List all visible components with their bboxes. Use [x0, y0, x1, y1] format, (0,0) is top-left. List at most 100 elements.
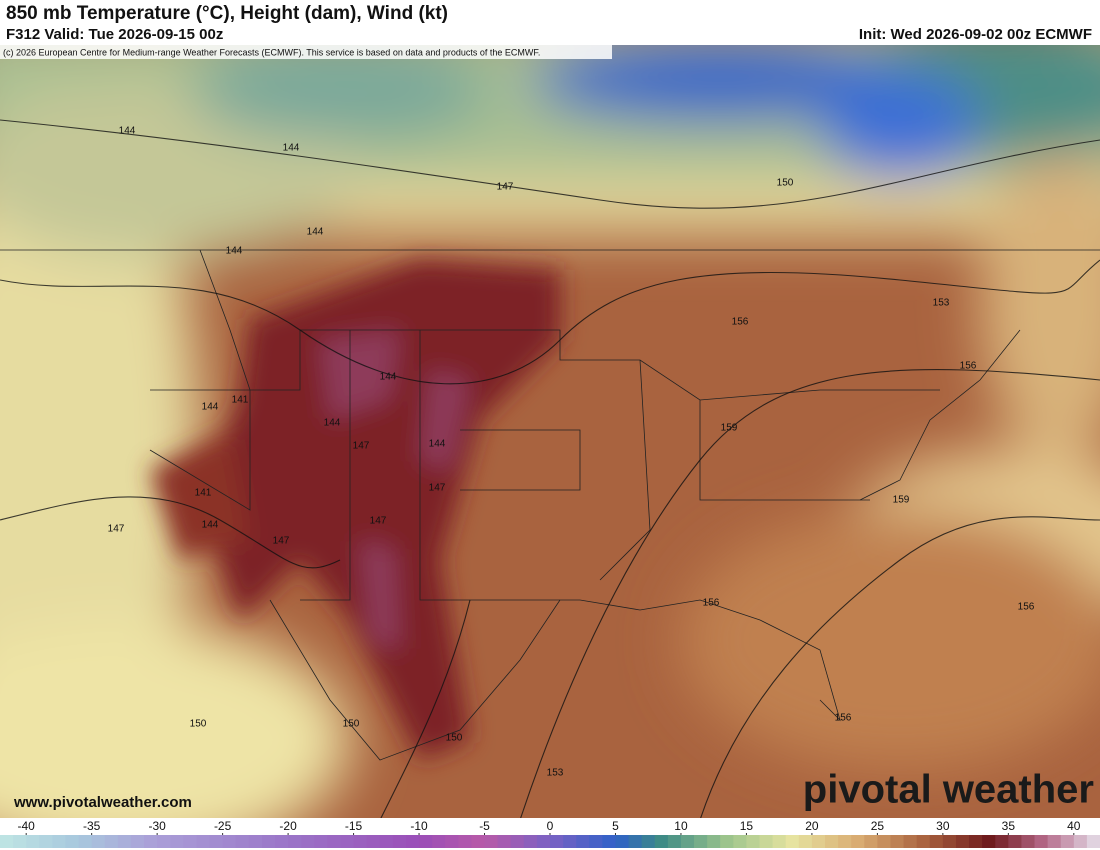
colorbar-cell [458, 835, 472, 848]
colorbar-cell [13, 835, 27, 848]
contour-label: 144 [324, 418, 341, 429]
colorbar-tick-label: -40 [18, 819, 36, 833]
colorbar-cell [838, 835, 852, 848]
colorbar: -40 -35 -30 -25 -20 -15 -10 -5 0 5 10 15 20 25 30 35 40 [0, 819, 1100, 848]
colorbar-cell [903, 835, 918, 848]
contour-label: 144 [429, 439, 446, 450]
contour-label: 147 [429, 483, 446, 494]
colorbar-cell [196, 835, 211, 848]
contour-label: 144 [119, 126, 136, 137]
contour-label: 144 [283, 143, 300, 154]
colorbar-cell [392, 835, 407, 848]
colorbar-cell [1008, 835, 1022, 848]
contour-label: 156 [732, 317, 749, 328]
copyright: (c) 2026 European Centre for Medium-rang… [3, 47, 540, 57]
colorbar-tick-label: -5 [479, 819, 490, 833]
colorbar-tick-label: 15 [740, 819, 754, 833]
colorbar-cell [851, 835, 865, 848]
colorbar-cell [0, 835, 14, 848]
colorbar-cell [65, 835, 80, 848]
contour-label: 159 [721, 423, 738, 434]
contour-label: 144 [202, 520, 219, 531]
website: www.pivotalweather.com [13, 794, 192, 811]
colorbar-cell [733, 835, 747, 848]
colorbar-cell [445, 835, 459, 848]
colorbar-cell [497, 835, 512, 848]
colorbar-cell [916, 835, 931, 848]
borders [0, 249, 1100, 761]
contour-label: 153 [547, 768, 564, 779]
colorbar-cell [602, 835, 616, 848]
colorbar-cell [117, 835, 132, 848]
colorbar-cell [680, 835, 695, 848]
colorbar-cell [955, 835, 970, 848]
colorbar-cell [536, 835, 551, 848]
colorbar-cell [484, 835, 499, 848]
colorbar-cell [785, 835, 800, 848]
height-contours [0, 119, 1100, 818]
colorbar-cell [877, 835, 891, 848]
contour-label: 156 [1018, 602, 1035, 613]
colorbar-tick-label: -25 [214, 819, 232, 833]
colorbar-cell [969, 835, 983, 848]
colorbar-cell [130, 835, 145, 848]
colorbar-cell [929, 835, 944, 848]
colorbar-cell [157, 835, 171, 848]
contour-label: 141 [195, 488, 212, 499]
contour-label: 150 [343, 719, 360, 730]
colorbar-cell [26, 835, 40, 848]
colorbar-tick-label: 10 [674, 819, 688, 833]
colorbar-cell [510, 835, 525, 848]
contour-label: 150 [446, 733, 463, 744]
colorbar-cell [628, 835, 643, 848]
init-time: Init: Wed 2026-09-02 00z ECMWF [858, 26, 1092, 43]
colorbar-cell [654, 835, 669, 848]
colorbar-cell [811, 835, 826, 848]
contour-label: 159 [893, 495, 910, 506]
colorbar-cell [52, 835, 66, 848]
colorbar-tick-label: 25 [871, 819, 885, 833]
map-title: 850 mb Temperature (°C), Height (dam), W… [6, 3, 449, 24]
colorbar-cell [261, 835, 276, 848]
colorbar-cell [825, 835, 839, 848]
colorbar-cell [1073, 835, 1088, 848]
colorbar-cell [314, 835, 328, 848]
colorbar-cell [340, 835, 355, 848]
colorbar-cell [890, 835, 905, 848]
colorbar-tick-label: -10 [410, 819, 428, 833]
contour-label: 144 [307, 227, 324, 238]
colorbar-cell [91, 835, 106, 848]
colorbar-cell [550, 835, 564, 848]
colorbar-cell [366, 835, 381, 848]
colorbar-cell [667, 835, 682, 848]
colorbar-cell [707, 835, 721, 848]
colorbar-cell [576, 835, 590, 848]
colorbar-cell [183, 835, 197, 848]
colorbar-cell [104, 835, 119, 848]
contour-label: 156 [703, 598, 720, 609]
contour-labels: 144 144 147 144 144 150 153 156 156 144 141 144 144 1… [108, 126, 1035, 779]
contour-label: 150 [777, 178, 794, 189]
colorbar-tick-label: 0 [547, 819, 554, 833]
colorbar-tick-label: -35 [83, 819, 101, 833]
colorbar-cell [275, 835, 289, 848]
colorbar-cell [523, 835, 538, 848]
contour-label: 147 [353, 441, 370, 452]
colorbar-cell [1086, 835, 1100, 848]
watermark: pivotal weather [803, 768, 1094, 812]
colorbar-cell [419, 835, 433, 848]
colorbar-cell [222, 835, 237, 848]
colorbar-cell [1034, 835, 1049, 848]
colorbar-cell [432, 835, 446, 848]
colorbar-tick-label: 30 [936, 819, 950, 833]
colorbar-tick-label: 35 [1002, 819, 1016, 833]
colorbar-cell [720, 835, 734, 848]
contour-label: 153 [933, 298, 950, 309]
colorbar-cell [379, 835, 394, 848]
colorbar-cell [798, 835, 813, 848]
contour-label: 147 [273, 536, 290, 547]
valid-time: F312 Valid: Tue 2026-09-15 00z [6, 26, 224, 43]
colorbar-cell [563, 835, 577, 848]
colorbar-cell [615, 835, 630, 848]
colorbar-cell [235, 835, 250, 848]
